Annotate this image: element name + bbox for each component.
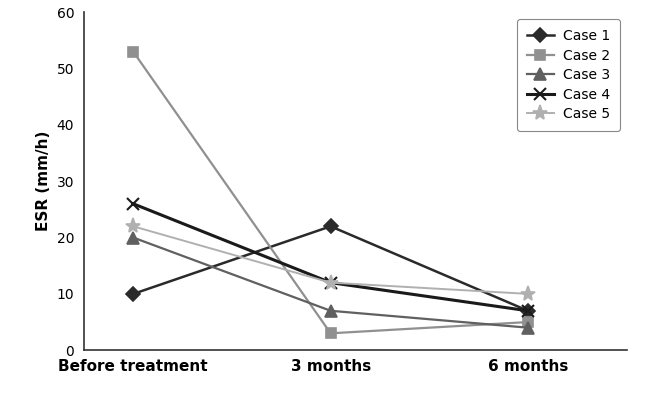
- Line: Case 4: Case 4: [127, 197, 534, 317]
- Case 2: [129, 49, 137, 54]
- Line: Case 3: Case 3: [128, 232, 534, 333]
- Case 5: [524, 291, 532, 296]
- Case 3: [524, 325, 532, 330]
- Legend: Case 1, Case 2, Case 3, Case 4, Case 5: Case 1, Case 2, Case 3, Case 4, Case 5: [517, 19, 620, 131]
- Case 3: [327, 308, 335, 313]
- Line: Case 2: Case 2: [129, 47, 533, 338]
- Case 2: [327, 331, 335, 336]
- Case 1: [129, 291, 137, 296]
- Case 3: [129, 235, 137, 240]
- Case 1: [524, 308, 532, 313]
- Case 4: [327, 280, 335, 285]
- Case 4: [524, 308, 532, 313]
- Y-axis label: ESR (mm/h): ESR (mm/h): [36, 131, 51, 232]
- Case 4: [129, 201, 137, 206]
- Case 1: [327, 224, 335, 229]
- Line: Case 5: Case 5: [126, 219, 536, 302]
- Line: Case 1: Case 1: [129, 222, 533, 316]
- Case 5: [129, 224, 137, 229]
- Case 5: [327, 280, 335, 285]
- Case 2: [524, 320, 532, 325]
